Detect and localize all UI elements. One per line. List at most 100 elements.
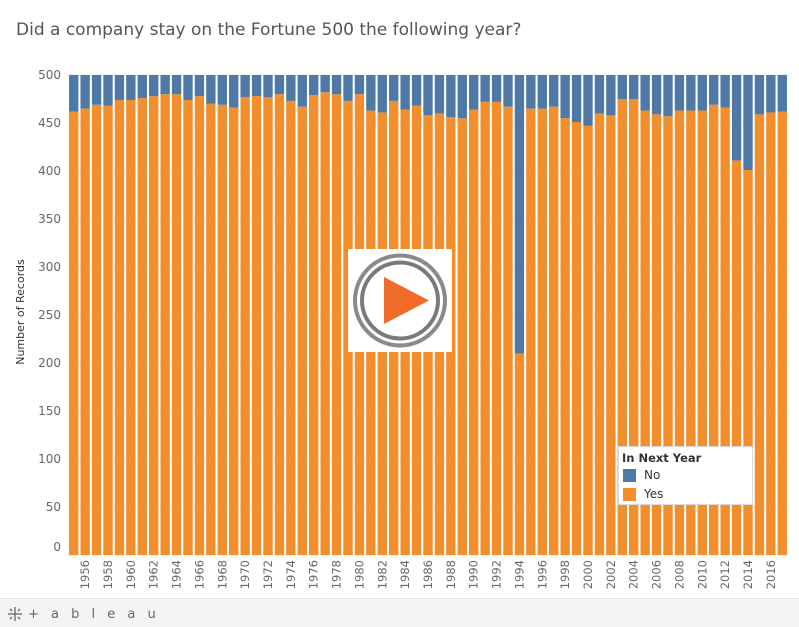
bar-no-1955[interactable] [69, 75, 79, 112]
bar-no-1966[interactable] [194, 75, 205, 97]
bar-yes-1990[interactable] [469, 109, 479, 555]
bar-yes-1955[interactable] [69, 111, 79, 555]
bar-yes-1968[interactable] [217, 104, 227, 555]
bar-no-1996[interactable] [537, 75, 547, 109]
bar-no-1959[interactable] [114, 75, 125, 100]
bar-no-1962[interactable] [149, 75, 159, 97]
bar-no-1991[interactable] [480, 75, 490, 102]
bar-yes-1956[interactable] [80, 108, 90, 555]
bar-yes-1969[interactable] [229, 107, 239, 555]
bar-no-1980[interactable] [354, 75, 365, 95]
bar-yes-2008[interactable] [674, 110, 685, 556]
bar-no-1998[interactable] [560, 75, 570, 119]
bar-no-1987[interactable] [434, 75, 445, 114]
bar-yes-1973[interactable] [274, 94, 285, 555]
bar-no-2000[interactable] [583, 75, 593, 126]
bar-yes-2017[interactable] [777, 111, 787, 555]
bar-yes-1974[interactable] [286, 100, 296, 556]
bar-yes-1977[interactable] [320, 92, 330, 555]
bar-no-1965[interactable] [183, 75, 193, 100]
bar-yes-1978[interactable] [331, 94, 342, 555]
bar-no-1958[interactable] [103, 75, 113, 106]
bar-no-2005[interactable] [640, 75, 650, 111]
bar-no-1970[interactable] [240, 75, 250, 98]
bar-no-1967[interactable] [206, 75, 216, 104]
bar-no-1979[interactable] [343, 75, 353, 101]
bar-yes-1961[interactable] [137, 98, 147, 555]
bar-yes-1995[interactable] [526, 108, 536, 555]
bar-no-2014[interactable] [743, 75, 753, 171]
bar-yes-1967[interactable] [206, 103, 216, 556]
legend-item-yes[interactable]: Yes [623, 487, 663, 501]
bar-no-2015[interactable] [754, 75, 765, 115]
bar-yes-1989[interactable] [457, 118, 467, 555]
bar-yes-2009[interactable] [686, 110, 696, 556]
bar-no-2013[interactable] [731, 75, 742, 161]
bar-no-1990[interactable] [469, 75, 479, 110]
bar-yes-1976[interactable] [309, 95, 319, 555]
bar-no-2002[interactable] [606, 75, 616, 116]
bar-no-2006[interactable] [651, 75, 662, 115]
bar-yes-2001[interactable] [594, 113, 605, 556]
bar-yes-1959[interactable] [114, 99, 125, 556]
bar-no-1997[interactable] [549, 75, 559, 107]
bar-yes-1975[interactable] [297, 106, 307, 556]
bar-yes-1998[interactable] [560, 118, 570, 555]
bar-no-2003[interactable] [617, 75, 627, 99]
bar-yes-1962[interactable] [149, 96, 159, 556]
tableau-logo[interactable]: + a b l e a u [6, 605, 160, 623]
bar-no-2009[interactable] [686, 75, 696, 111]
bar-no-1974[interactable] [286, 75, 296, 101]
bar-yes-2003[interactable] [617, 99, 627, 555]
bar-no-1978[interactable] [331, 75, 342, 95]
bar-no-2011[interactable] [709, 75, 719, 105]
bar-yes-2005[interactable] [640, 110, 650, 556]
bar-no-1989[interactable] [457, 75, 467, 119]
bar-yes-1957[interactable] [91, 104, 102, 555]
bar-yes-2002[interactable] [606, 115, 616, 555]
bar-yes-1993[interactable] [503, 106, 513, 556]
bar-no-1993[interactable] [503, 75, 513, 107]
bar-no-2012[interactable] [720, 75, 730, 108]
bar-no-1964[interactable] [171, 75, 182, 95]
bar-yes-1958[interactable] [103, 105, 113, 555]
bar-yes-2007[interactable] [663, 116, 673, 555]
bar-no-1999[interactable] [571, 75, 582, 123]
bar-no-1975[interactable] [297, 75, 307, 107]
bar-no-1992[interactable] [491, 75, 502, 102]
bar-no-1973[interactable] [274, 75, 285, 95]
bar-yes-2013[interactable] [731, 160, 742, 555]
bar-yes-2016[interactable] [766, 112, 776, 555]
bar-no-1982[interactable] [377, 75, 387, 113]
bar-no-2008[interactable] [674, 75, 685, 111]
bar-no-2010[interactable] [697, 75, 707, 111]
bar-no-2001[interactable] [594, 75, 605, 114]
bar-yes-1999[interactable] [571, 122, 582, 555]
bar-no-1960[interactable] [126, 75, 136, 100]
bar-yes-1963[interactable] [160, 94, 170, 555]
bar-yes-1964[interactable] [171, 94, 182, 555]
bar-yes-2011[interactable] [709, 104, 719, 555]
bar-no-1986[interactable] [423, 75, 433, 116]
play-button[interactable] [348, 249, 452, 352]
bar-yes-1965[interactable] [183, 99, 193, 556]
bar-no-1988[interactable] [446, 75, 456, 118]
bar-yes-2010[interactable] [697, 110, 707, 556]
bar-no-1984[interactable] [400, 75, 410, 110]
bar-yes-1992[interactable] [491, 101, 502, 555]
bar-no-1977[interactable] [320, 75, 330, 93]
bar-yes-1971[interactable] [251, 96, 262, 556]
bar-no-2007[interactable] [663, 75, 673, 117]
bar-no-1985[interactable] [411, 75, 422, 106]
bar-yes-1970[interactable] [240, 97, 250, 555]
bar-yes-1991[interactable] [480, 101, 490, 555]
bar-no-1972[interactable] [263, 75, 273, 98]
bar-no-1957[interactable] [91, 75, 102, 105]
bar-no-1956[interactable] [80, 75, 90, 109]
bar-no-2016[interactable] [766, 75, 776, 113]
bar-no-1981[interactable] [366, 75, 376, 111]
bar-no-1961[interactable] [137, 75, 147, 99]
legend-item-no[interactable]: No [623, 468, 660, 482]
bar-no-2017[interactable] [777, 75, 787, 112]
bar-yes-1996[interactable] [537, 108, 547, 555]
